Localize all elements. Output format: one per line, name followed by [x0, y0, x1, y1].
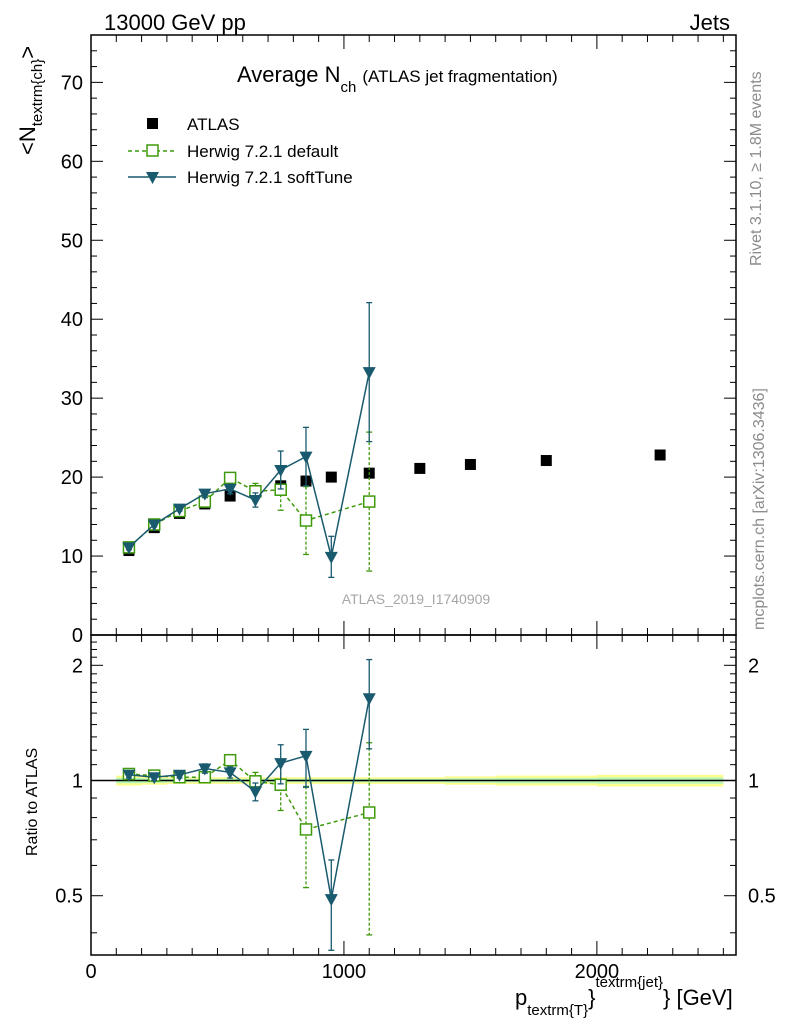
ratio-tick-label-right: 0.5 — [748, 886, 776, 908]
softtune-point — [173, 503, 187, 516]
x-ticks: 0 1000 2000 — [85, 35, 724, 983]
default-point — [299, 514, 313, 527]
atlas-point — [464, 458, 476, 470]
y-axis-title-main: <Ntextrm{ch}> — [15, 46, 46, 155]
atlas-point — [414, 462, 426, 474]
plot-title-main: Average N — [237, 62, 341, 87]
ratio-tick-label-right: 1 — [748, 771, 759, 793]
header-right: Jets — [690, 10, 730, 35]
softtune-series — [122, 301, 376, 579]
y-tick-label: 20 — [61, 467, 83, 489]
x-tick-label: 0 — [85, 961, 96, 983]
y-title-sub: textrm{ch} — [29, 59, 46, 127]
y-tick-label: 50 — [61, 230, 83, 252]
softtune-point — [147, 772, 161, 785]
x-tick-label: 1000 — [322, 961, 367, 983]
rivet-label: Rivet 3.1.10, ≥ 1.8M events — [748, 71, 765, 266]
softtune-point — [362, 693, 376, 706]
x-title-sup: textrm{jet} — [595, 974, 663, 991]
default-point — [223, 471, 237, 485]
legend-softtune-label: Herwig 7.2.1 softTune — [187, 168, 353, 187]
softtune-point — [223, 483, 237, 496]
softtune-point — [122, 542, 136, 555]
softtune-point — [198, 763, 212, 776]
softtune-line — [128, 698, 370, 900]
mcplots-label: mcplots.cern.ch [arXiv:1306.3436] — [751, 388, 768, 630]
softtune-point — [324, 551, 338, 564]
y-title-a: <N — [15, 126, 40, 155]
softtune-point — [198, 488, 212, 501]
default-point — [362, 495, 376, 508]
header-left: 13000 GeV pp — [104, 10, 246, 35]
softtune-point — [362, 367, 376, 380]
ratio-tick-label-left: 1 — [72, 771, 83, 793]
default-series — [122, 742, 376, 936]
y-tick-label: 40 — [61, 309, 83, 331]
softtune-point — [274, 465, 288, 477]
ratio-plot: 0.5 0.5 1 1 2 2 — [55, 641, 776, 951]
plot-title: Average Nch (ATLAS jet fragmentation) — [237, 62, 558, 96]
default-line — [128, 759, 370, 831]
legend-atlas-marker — [147, 118, 158, 129]
default-point — [362, 806, 376, 819]
default-point — [299, 823, 313, 836]
main-y-ticks: 0 10 20 30 40 50 60 70 — [61, 34, 736, 647]
atlas-point — [224, 490, 236, 502]
y-tick-label: 10 — [61, 546, 83, 568]
x-axis-title: ptextrm{T}}textrm{jet}} [GeV] — [515, 974, 733, 1019]
softtune-point — [223, 767, 237, 780]
atlas-point — [540, 455, 552, 467]
softtune-point — [122, 769, 136, 782]
default-series — [122, 431, 376, 572]
softtune-point — [173, 769, 187, 782]
softtune-series — [122, 658, 376, 951]
plot-title-paren: (ATLAS jet fragmentation) — [362, 67, 557, 86]
atlas-point — [654, 449, 666, 461]
x-tick-label: 2000 — [575, 961, 620, 983]
ratio-frame — [90, 634, 737, 956]
legend-softtune-marker — [146, 172, 159, 184]
analysis-id: ATLAS_2019_I1740909 — [342, 591, 491, 607]
main-plot: 0 10 20 30 40 50 60 70 0 1000 2000 — [61, 34, 737, 983]
y-axis-title-ratio: Ratio to ATLAS — [24, 748, 41, 856]
softtune-point — [299, 750, 313, 763]
default-point — [223, 753, 237, 767]
legend: ATLAS Herwig 7.2.1 default Herwig 7.2.1 … — [128, 115, 353, 187]
legend-default-label: Herwig 7.2.1 default — [187, 142, 338, 161]
y-tick-label: 30 — [61, 388, 83, 410]
plot-title-sub: ch — [341, 79, 357, 96]
ratio-y-ticks: 0.5 0.5 1 1 2 2 — [55, 641, 776, 934]
softtune-point — [274, 758, 288, 771]
y-tick-label: 70 — [61, 72, 83, 94]
x-title-sub: textrm{T} — [527, 1002, 588, 1019]
y-tick-label: 60 — [61, 151, 83, 173]
ratio-tick-label-right: 2 — [748, 655, 759, 677]
legend-default-marker — [146, 144, 159, 157]
ratio-tick-label-left: 0.5 — [55, 886, 83, 908]
x-title-end: } [GeV] — [663, 985, 733, 1010]
softtune-point — [299, 451, 313, 464]
softtune-point — [248, 495, 262, 507]
x-title-p: p — [515, 985, 527, 1010]
atlas-point — [325, 471, 337, 483]
softtune-line — [128, 371, 370, 558]
legend-atlas-label: ATLAS — [187, 115, 240, 134]
x-title-brace: } — [588, 985, 595, 1010]
softtune-point — [324, 894, 338, 907]
softtune-point — [248, 786, 262, 799]
y-title-end: > — [15, 46, 40, 59]
softtune-point — [147, 519, 161, 532]
y-tick-label: 0 — [72, 625, 83, 647]
ratio-tick-label-left: 2 — [72, 655, 83, 677]
